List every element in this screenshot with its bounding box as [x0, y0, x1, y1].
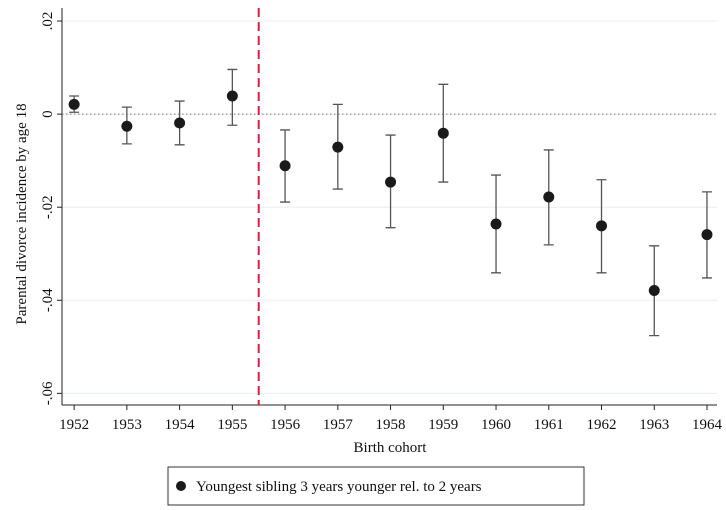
x-tick-label: 1956 — [270, 417, 301, 433]
legend-marker — [176, 481, 186, 491]
point — [121, 120, 133, 132]
x-tick-label: 1959 — [428, 417, 458, 433]
x-tick-label: 1960 — [481, 417, 511, 433]
point — [68, 98, 80, 110]
x-tick-label: 1957 — [323, 417, 354, 433]
x-tick-label: 1961 — [534, 417, 564, 433]
legend-label: Youngest sibling 3 years younger rel. to… — [196, 479, 482, 495]
x-tick-label: 1962 — [587, 417, 617, 433]
y-tick-label: -.06 — [40, 381, 56, 405]
point — [385, 176, 397, 188]
x-tick-label: 1963 — [639, 417, 669, 433]
x-tick-label: 1953 — [112, 417, 142, 433]
point — [648, 285, 660, 297]
point — [543, 191, 555, 203]
x-tick-label: 1964 — [692, 417, 723, 433]
x-tick-label: 1955 — [217, 417, 247, 433]
x-tick-label: 1952 — [59, 417, 89, 433]
x-tick-label: 1954 — [165, 417, 196, 433]
y-tick-label: 0 — [40, 110, 56, 118]
point — [226, 90, 238, 102]
y-tick-label: -.04 — [40, 288, 56, 312]
point — [174, 117, 186, 129]
x-axis-label: Birth cohort — [354, 440, 428, 456]
y-axis-label: Parental divorce incidence by age 18 — [14, 103, 30, 324]
legend-box — [167, 466, 585, 506]
point — [437, 127, 449, 139]
y-tick-label: -.02 — [40, 195, 56, 219]
point — [701, 229, 713, 241]
point — [490, 218, 502, 230]
point — [596, 220, 608, 232]
x-tick-label: 1958 — [376, 417, 406, 433]
point — [332, 141, 344, 153]
y-tick-label: .02 — [40, 12, 56, 31]
point — [279, 160, 291, 172]
